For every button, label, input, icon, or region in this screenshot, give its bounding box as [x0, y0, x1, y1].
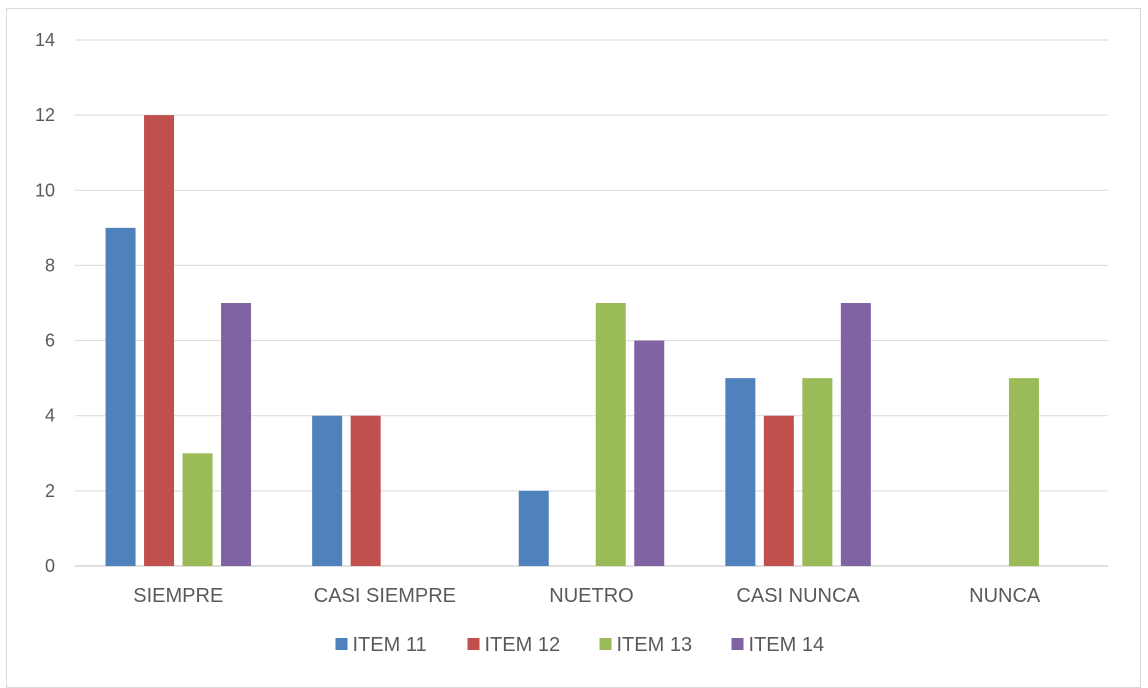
legend-label: ITEM 13: [617, 634, 693, 656]
legend-swatch: [467, 638, 480, 650]
y-tick-label: 0: [45, 556, 55, 576]
y-tick-label: 14: [35, 30, 55, 50]
y-tick-label: 2: [45, 481, 55, 501]
bars: [105, 115, 1039, 567]
y-tick-label: 10: [35, 180, 55, 200]
bar-item-14-casi-nunca: [840, 303, 871, 566]
bar-item-13-nunca: [1008, 378, 1039, 566]
bar-item-13-casi-nunca: [802, 378, 833, 566]
legend-label: ITEM 12: [485, 634, 561, 656]
bar-chart: 0 2 4 6 8 10 12 14 SIEMPRE CASI SIEMPRE NUETRO CAS…: [35, 30, 1108, 656]
x-tick-label: NUNCA: [969, 585, 1041, 607]
legend-label: ITEM 11: [353, 634, 427, 656]
bar-item-12-siempre: [144, 115, 175, 567]
bar-item-12-casi-nunca: [763, 415, 794, 566]
legend-swatch: [731, 638, 744, 650]
bar-item-14-nuetro: [634, 340, 665, 566]
x-axis-labels: SIEMPRE CASI SIEMPRE NUETRO CASI NUNCA NUNCA: [133, 585, 1041, 607]
bar-item-13-nuetro: [595, 303, 626, 566]
bar-item-12-casi-siempre: [350, 415, 381, 566]
bar-item-11-casi-nunca: [725, 378, 756, 566]
chart-frame: [6, 8, 1141, 688]
x-tick-label: SIEMPRE: [133, 585, 223, 607]
legend-label: ITEM 14: [749, 634, 825, 656]
x-tick-label: CASI SIEMPRE: [314, 585, 456, 607]
y-axis-ticks: 0 2 4 6 8 10 12 14: [35, 30, 55, 576]
bar-item-11-nuetro: [518, 490, 549, 566]
x-tick-label: CASI NUNCA: [736, 585, 860, 607]
legend-swatch: [335, 638, 348, 650]
y-tick-label: 8: [45, 255, 55, 275]
bar-item-13-siempre: [182, 453, 213, 566]
legend-swatch: [599, 638, 612, 650]
y-tick-label: 12: [35, 105, 55, 125]
bar-item-11-siempre: [105, 227, 136, 566]
y-tick-label: 6: [45, 331, 55, 351]
bar-item-14-siempre: [221, 303, 252, 566]
legend: ITEM 11 ITEM 12 ITEM 13 ITEM 14: [335, 634, 825, 656]
bar-item-11-casi-siempre: [312, 415, 343, 566]
x-tick-label: NUETRO: [549, 585, 633, 607]
y-tick-label: 4: [45, 406, 55, 426]
